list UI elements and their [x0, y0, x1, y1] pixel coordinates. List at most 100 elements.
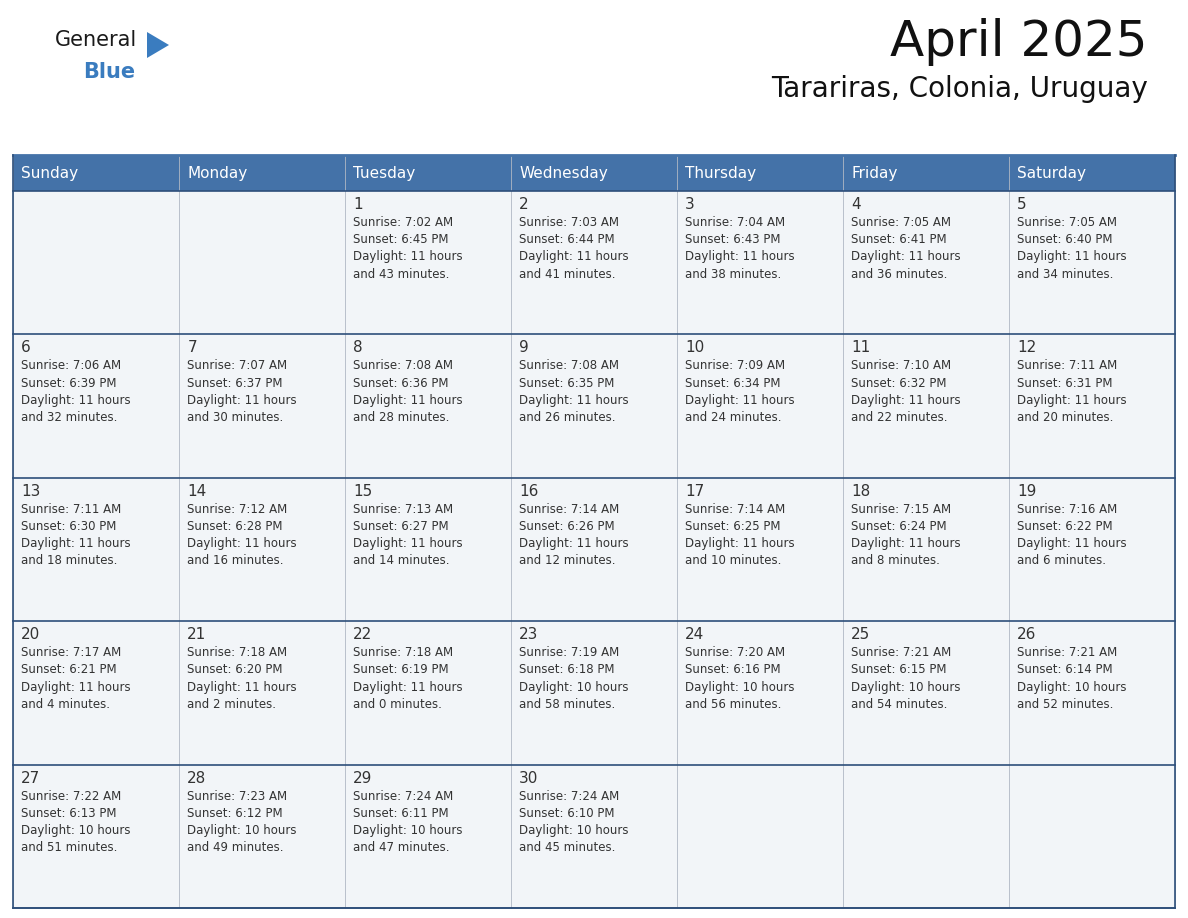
Text: Sunrise: 7:18 AM
Sunset: 6:20 PM
Daylight: 11 hours
and 2 minutes.: Sunrise: 7:18 AM Sunset: 6:20 PM Dayligh… — [188, 646, 297, 711]
Text: Sunrise: 7:24 AM
Sunset: 6:11 PM
Daylight: 10 hours
and 47 minutes.: Sunrise: 7:24 AM Sunset: 6:11 PM Dayligh… — [353, 789, 463, 855]
Text: 4: 4 — [852, 197, 861, 212]
Polygon shape — [147, 32, 169, 58]
Bar — [345, 765, 511, 908]
Bar — [843, 191, 1009, 334]
Bar — [843, 334, 1009, 477]
Text: 5: 5 — [1017, 197, 1026, 212]
Text: 7: 7 — [188, 341, 197, 355]
Text: 27: 27 — [21, 770, 40, 786]
Text: Sunrise: 7:08 AM
Sunset: 6:35 PM
Daylight: 11 hours
and 26 minutes.: Sunrise: 7:08 AM Sunset: 6:35 PM Dayligh… — [519, 360, 628, 424]
Text: Sunrise: 7:09 AM
Sunset: 6:34 PM
Daylight: 11 hours
and 24 minutes.: Sunrise: 7:09 AM Sunset: 6:34 PM Dayligh… — [685, 360, 795, 424]
Bar — [677, 477, 843, 621]
Text: Sunrise: 7:11 AM
Sunset: 6:31 PM
Daylight: 11 hours
and 20 minutes.: Sunrise: 7:11 AM Sunset: 6:31 PM Dayligh… — [1017, 360, 1127, 424]
Text: 1: 1 — [353, 197, 362, 212]
Text: 19: 19 — [1017, 484, 1037, 498]
Bar — [179, 765, 345, 908]
Bar — [843, 621, 1009, 765]
Text: 3: 3 — [685, 197, 695, 212]
Text: Sunrise: 7:12 AM
Sunset: 6:28 PM
Daylight: 11 hours
and 16 minutes.: Sunrise: 7:12 AM Sunset: 6:28 PM Dayligh… — [188, 503, 297, 567]
Bar — [677, 765, 843, 908]
Bar — [179, 155, 345, 191]
Bar — [179, 334, 345, 477]
Bar — [511, 621, 677, 765]
Text: 25: 25 — [852, 627, 871, 643]
Text: 21: 21 — [188, 627, 207, 643]
Bar — [677, 155, 843, 191]
Text: 30: 30 — [519, 770, 538, 786]
Text: 17: 17 — [685, 484, 704, 498]
Text: 28: 28 — [188, 770, 207, 786]
Text: Sunrise: 7:05 AM
Sunset: 6:41 PM
Daylight: 11 hours
and 36 minutes.: Sunrise: 7:05 AM Sunset: 6:41 PM Dayligh… — [852, 216, 961, 281]
Text: Sunrise: 7:23 AM
Sunset: 6:12 PM
Daylight: 10 hours
and 49 minutes.: Sunrise: 7:23 AM Sunset: 6:12 PM Dayligh… — [188, 789, 297, 855]
Text: Sunrise: 7:19 AM
Sunset: 6:18 PM
Daylight: 10 hours
and 58 minutes.: Sunrise: 7:19 AM Sunset: 6:18 PM Dayligh… — [519, 646, 628, 711]
Text: 11: 11 — [852, 341, 871, 355]
Text: Sunrise: 7:11 AM
Sunset: 6:30 PM
Daylight: 11 hours
and 18 minutes.: Sunrise: 7:11 AM Sunset: 6:30 PM Dayligh… — [21, 503, 131, 567]
Text: Sunrise: 7:24 AM
Sunset: 6:10 PM
Daylight: 10 hours
and 45 minutes.: Sunrise: 7:24 AM Sunset: 6:10 PM Dayligh… — [519, 789, 628, 855]
Bar — [179, 191, 345, 334]
Bar — [13, 477, 179, 621]
Bar — [13, 334, 179, 477]
Text: Sunrise: 7:21 AM
Sunset: 6:15 PM
Daylight: 10 hours
and 54 minutes.: Sunrise: 7:21 AM Sunset: 6:15 PM Dayligh… — [852, 646, 961, 711]
Bar — [1009, 765, 1175, 908]
Text: Sunrise: 7:18 AM
Sunset: 6:19 PM
Daylight: 11 hours
and 0 minutes.: Sunrise: 7:18 AM Sunset: 6:19 PM Dayligh… — [353, 646, 463, 711]
Text: Saturday: Saturday — [1017, 165, 1086, 181]
Bar — [13, 765, 179, 908]
Bar — [511, 155, 677, 191]
Bar — [13, 621, 179, 765]
Bar — [345, 621, 511, 765]
Text: Sunrise: 7:04 AM
Sunset: 6:43 PM
Daylight: 11 hours
and 38 minutes.: Sunrise: 7:04 AM Sunset: 6:43 PM Dayligh… — [685, 216, 795, 281]
Text: 15: 15 — [353, 484, 373, 498]
Text: 22: 22 — [353, 627, 373, 643]
Bar — [13, 191, 179, 334]
Bar — [1009, 155, 1175, 191]
Text: Sunrise: 7:05 AM
Sunset: 6:40 PM
Daylight: 11 hours
and 34 minutes.: Sunrise: 7:05 AM Sunset: 6:40 PM Dayligh… — [1017, 216, 1127, 281]
Text: Tuesday: Tuesday — [353, 165, 416, 181]
Text: General: General — [55, 30, 138, 50]
Text: Sunrise: 7:03 AM
Sunset: 6:44 PM
Daylight: 11 hours
and 41 minutes.: Sunrise: 7:03 AM Sunset: 6:44 PM Dayligh… — [519, 216, 628, 281]
Bar — [345, 155, 511, 191]
Text: April 2025: April 2025 — [891, 18, 1148, 66]
Bar — [179, 621, 345, 765]
Bar — [1009, 477, 1175, 621]
Text: Sunrise: 7:06 AM
Sunset: 6:39 PM
Daylight: 11 hours
and 32 minutes.: Sunrise: 7:06 AM Sunset: 6:39 PM Dayligh… — [21, 360, 131, 424]
Text: 13: 13 — [21, 484, 40, 498]
Bar — [677, 191, 843, 334]
Text: Sunrise: 7:15 AM
Sunset: 6:24 PM
Daylight: 11 hours
and 8 minutes.: Sunrise: 7:15 AM Sunset: 6:24 PM Dayligh… — [852, 503, 961, 567]
Text: Sunrise: 7:13 AM
Sunset: 6:27 PM
Daylight: 11 hours
and 14 minutes.: Sunrise: 7:13 AM Sunset: 6:27 PM Dayligh… — [353, 503, 463, 567]
Text: 20: 20 — [21, 627, 40, 643]
Text: Sunrise: 7:22 AM
Sunset: 6:13 PM
Daylight: 10 hours
and 51 minutes.: Sunrise: 7:22 AM Sunset: 6:13 PM Dayligh… — [21, 789, 131, 855]
Text: Sunrise: 7:10 AM
Sunset: 6:32 PM
Daylight: 11 hours
and 22 minutes.: Sunrise: 7:10 AM Sunset: 6:32 PM Dayligh… — [852, 360, 961, 424]
Bar — [1009, 334, 1175, 477]
Text: Sunrise: 7:07 AM
Sunset: 6:37 PM
Daylight: 11 hours
and 30 minutes.: Sunrise: 7:07 AM Sunset: 6:37 PM Dayligh… — [188, 360, 297, 424]
Bar — [511, 765, 677, 908]
Text: Wednesday: Wednesday — [519, 165, 608, 181]
Text: 16: 16 — [519, 484, 538, 498]
Bar — [345, 191, 511, 334]
Text: Sunrise: 7:21 AM
Sunset: 6:14 PM
Daylight: 10 hours
and 52 minutes.: Sunrise: 7:21 AM Sunset: 6:14 PM Dayligh… — [1017, 646, 1126, 711]
Bar — [511, 477, 677, 621]
Text: 2: 2 — [519, 197, 529, 212]
Text: Sunrise: 7:08 AM
Sunset: 6:36 PM
Daylight: 11 hours
and 28 minutes.: Sunrise: 7:08 AM Sunset: 6:36 PM Dayligh… — [353, 360, 463, 424]
Bar — [345, 334, 511, 477]
Text: Monday: Monday — [188, 165, 247, 181]
Text: 14: 14 — [188, 484, 207, 498]
Text: 10: 10 — [685, 341, 704, 355]
Text: Friday: Friday — [852, 165, 898, 181]
Text: Sunrise: 7:16 AM
Sunset: 6:22 PM
Daylight: 11 hours
and 6 minutes.: Sunrise: 7:16 AM Sunset: 6:22 PM Dayligh… — [1017, 503, 1127, 567]
Bar — [345, 477, 511, 621]
Bar — [13, 155, 179, 191]
Bar — [677, 621, 843, 765]
Text: Sunrise: 7:02 AM
Sunset: 6:45 PM
Daylight: 11 hours
and 43 minutes.: Sunrise: 7:02 AM Sunset: 6:45 PM Dayligh… — [353, 216, 463, 281]
Text: 24: 24 — [685, 627, 704, 643]
Bar — [179, 477, 345, 621]
Text: Tarariras, Colonia, Uruguay: Tarariras, Colonia, Uruguay — [771, 75, 1148, 103]
Bar — [843, 155, 1009, 191]
Text: Thursday: Thursday — [685, 165, 757, 181]
Bar — [1009, 621, 1175, 765]
Text: 29: 29 — [353, 770, 373, 786]
Bar — [511, 334, 677, 477]
Bar — [1009, 191, 1175, 334]
Text: 12: 12 — [1017, 341, 1037, 355]
Text: 6: 6 — [21, 341, 31, 355]
Text: 26: 26 — [1017, 627, 1037, 643]
